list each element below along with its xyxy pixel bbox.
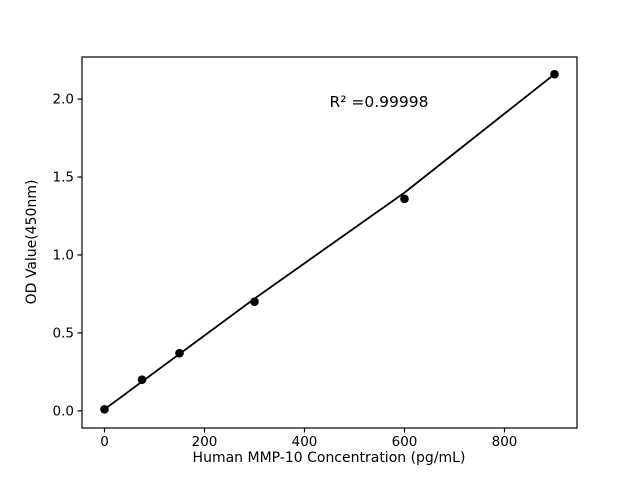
x-tick-label: 0 [100, 434, 109, 450]
y-tick-label: 1.5 [53, 170, 74, 186]
plot-frame [81, 56, 578, 429]
y-tick-label: 0.5 [53, 326, 74, 342]
data-point-marker [137, 375, 147, 384]
y-axis-ticks: 0.0 0.5 1.0 1.5 2.0 [53, 92, 82, 419]
x-axis-ticks: 0 200 400 600 800 [100, 428, 517, 450]
x-tick-label: 800 [492, 434, 518, 450]
y-tick-label: 2.0 [53, 92, 74, 108]
fit-line [103, 73, 556, 411]
data-point-marker [175, 348, 184, 358]
x-tick-label: 200 [192, 434, 218, 450]
x-tick-label: 400 [292, 434, 318, 450]
r-squared-annotation: R² =0.99998 [330, 93, 429, 111]
data-point-marker [550, 69, 559, 79]
data-point-marker [250, 297, 259, 307]
x-tick-label: 600 [392, 434, 418, 450]
x-axis-label: Human MMP-10 Concentration (pg/mL) [193, 450, 466, 466]
data-series [100, 69, 559, 414]
y-tick-label: 0.0 [53, 403, 74, 419]
y-axis-label: OD Value(450nm) [24, 180, 40, 305]
y-tick-label: 1.0 [53, 248, 74, 264]
data-point-marker [400, 194, 409, 204]
data-point-marker [100, 404, 109, 414]
